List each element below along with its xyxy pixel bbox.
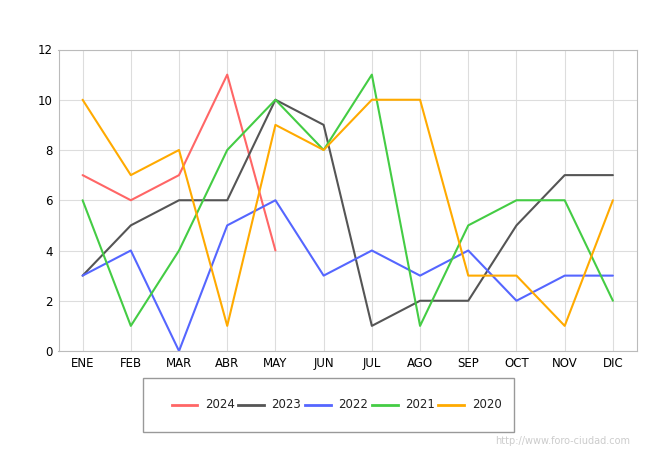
2023 [561,172,569,178]
2024 [175,172,183,178]
2020 [175,147,183,153]
2022 [79,273,86,278]
Text: Matriculaciones de Vehiculos en Tordoia: Matriculaciones de Vehiculos en Tordoia [165,12,485,27]
Line: 2024: 2024 [83,75,276,251]
2020 [416,97,424,103]
2021 [561,198,569,203]
2020 [272,122,280,128]
2020 [368,97,376,103]
2021 [513,198,521,203]
2024 [272,248,280,253]
Line: 2023: 2023 [83,100,613,326]
2022 [175,348,183,354]
Text: http://www.foro-ciudad.com: http://www.foro-ciudad.com [495,436,630,446]
2020 [561,323,569,328]
2022 [561,273,569,278]
2022 [464,248,472,253]
2021 [368,72,376,77]
Line: 2020: 2020 [83,100,613,326]
2022 [368,248,376,253]
2021 [175,248,183,253]
Line: 2021: 2021 [83,75,613,326]
2023 [175,198,183,203]
Text: 2020: 2020 [472,399,501,411]
Text: 2021: 2021 [405,399,435,411]
2024 [127,198,135,203]
2023 [224,198,231,203]
2021 [79,198,86,203]
2023 [513,223,521,228]
2023 [127,223,135,228]
2024 [224,72,231,77]
2021 [464,223,472,228]
2022 [609,273,617,278]
Text: 2024: 2024 [205,399,235,411]
2020 [609,198,617,203]
Line: 2022: 2022 [83,200,613,351]
2022 [272,198,280,203]
2021 [272,97,280,103]
2022 [224,223,231,228]
2022 [320,273,328,278]
Text: 2023: 2023 [272,399,302,411]
2023 [272,97,280,103]
2023 [416,298,424,303]
2024 [79,172,86,178]
2023 [320,122,328,128]
2020 [320,147,328,153]
2020 [224,323,231,328]
2023 [368,323,376,328]
2022 [127,248,135,253]
2020 [513,273,521,278]
2023 [79,273,86,278]
2021 [320,147,328,153]
2021 [224,147,231,153]
2023 [464,298,472,303]
2023 [609,172,617,178]
2021 [127,323,135,328]
Text: 2022: 2022 [338,399,368,411]
2020 [464,273,472,278]
2020 [127,172,135,178]
2020 [79,97,86,103]
2022 [513,298,521,303]
2021 [416,323,424,328]
2021 [609,298,617,303]
2022 [416,273,424,278]
